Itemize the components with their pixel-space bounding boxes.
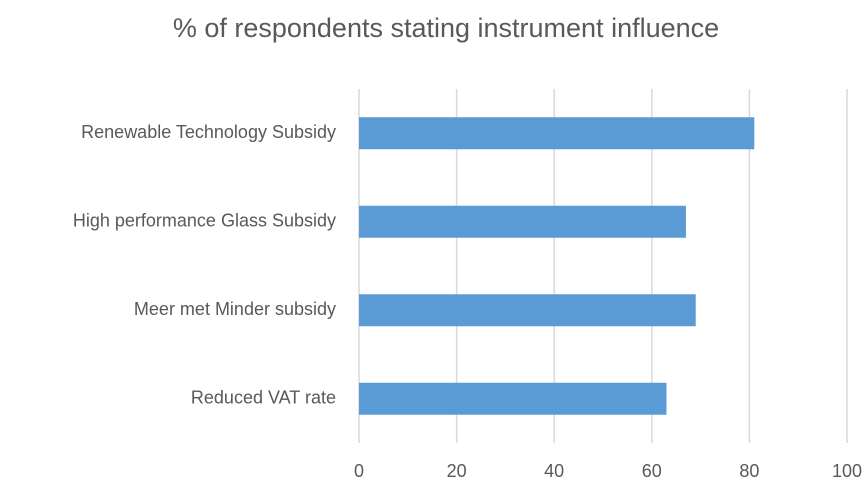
x-tick-label: 40 (544, 461, 564, 481)
x-tick-label: 60 (642, 461, 662, 481)
y-tick-label: Meer met Minder subsidy (134, 299, 336, 319)
chart-title: % of respondents stating instrument infl… (173, 13, 719, 43)
bar (359, 117, 755, 150)
x-tick-label: 20 (447, 461, 467, 481)
y-tick-label: Renewable Technology Subsidy (81, 122, 336, 142)
y-tick-label: High performance Glass Subsidy (73, 211, 336, 231)
bar (359, 205, 686, 238)
bar (359, 294, 696, 327)
bar (359, 382, 667, 415)
x-tick-label: 80 (739, 461, 759, 481)
x-tick-label: 100 (832, 461, 862, 481)
x-tick-label: 0 (354, 461, 364, 481)
y-tick-label: Reduced VAT rate (191, 388, 336, 408)
